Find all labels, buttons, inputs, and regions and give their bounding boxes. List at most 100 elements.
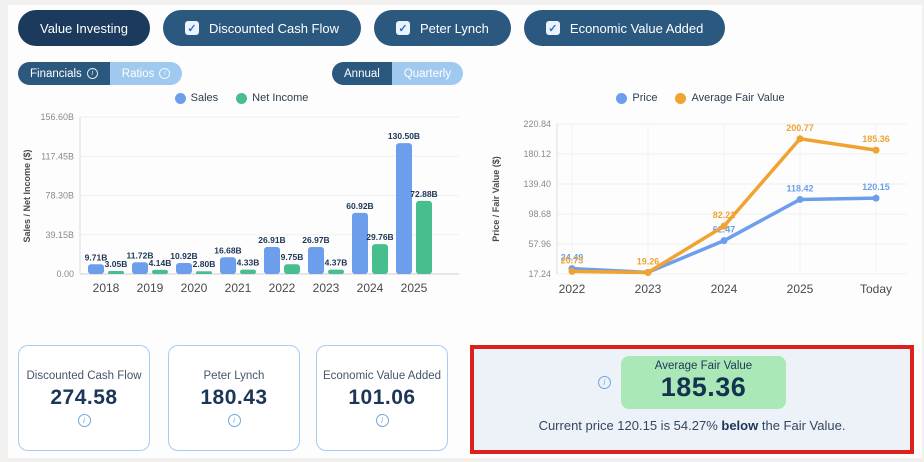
svg-text:29.76B: 29.76B xyxy=(366,232,393,242)
svg-text:9.75B: 9.75B xyxy=(281,252,304,262)
net-income-legend-dot-icon xyxy=(236,92,248,104)
svg-text:17.24: 17.24 xyxy=(528,269,551,279)
eva-card-value: 101.06 xyxy=(348,385,416,409)
dcf-card[interactable]: Discounted Cash Flow 274.58 xyxy=(18,345,150,451)
svg-text:39.15B: 39.15B xyxy=(45,230,74,240)
svg-text:98.68: 98.68 xyxy=(528,209,551,219)
info-icon[interactable] xyxy=(597,376,611,389)
svg-text:20.73: 20.73 xyxy=(561,255,584,265)
sales-legend-label: Sales xyxy=(190,92,219,104)
value-investing-button[interactable]: Value Investing xyxy=(18,10,150,46)
checkbox-checked-icon[interactable] xyxy=(396,21,410,35)
svg-text:16.68B: 16.68B xyxy=(214,245,241,255)
dcf-card-title: Discounted Cash Flow xyxy=(26,369,142,382)
economic-value-added-label: Economic Value Added xyxy=(569,20,704,36)
info-icon[interactable] xyxy=(375,413,389,427)
summary-prefix: Current price 120.15 is 54.27% xyxy=(538,418,722,433)
svg-text:180.12: 180.12 xyxy=(523,149,551,159)
fair-value-box: Average Fair Value 185.36 xyxy=(620,356,787,409)
sales-net-income-chart[interactable]: Sales Net Income 0.00 39.15B 78.30B 117.45B… xyxy=(18,90,465,313)
peter-lynch-card[interactable]: Peter Lynch 180.43 xyxy=(168,345,300,451)
annual-quarterly-toggle: Annual Quarterly xyxy=(332,62,464,85)
svg-text:72.88B: 72.88B xyxy=(410,189,437,199)
svg-text:2023: 2023 xyxy=(313,281,340,295)
svg-text:2025: 2025 xyxy=(787,282,814,296)
svg-text:2024: 2024 xyxy=(711,282,738,296)
svg-text:2022: 2022 xyxy=(269,281,296,295)
peter-lynch-card-value: 180.43 xyxy=(200,385,268,409)
fair-value-summary: Current price 120.15 is 54.27% below the… xyxy=(539,418,846,433)
svg-text:60.92B: 60.92B xyxy=(346,201,373,211)
price-fair-value-chart[interactable]: Price Average Fair Value 17.24 57.96 98.68… xyxy=(487,90,914,313)
info-icon[interactable] xyxy=(227,413,241,427)
svg-text:26.91B: 26.91B xyxy=(258,235,285,245)
average-fair-value-panel: Average Fair Value 185.36 Current price … xyxy=(470,345,914,454)
sales-legend-dot-icon xyxy=(174,92,186,104)
peter-lynch-button[interactable]: Peter Lynch xyxy=(374,10,511,46)
summary-bold: below xyxy=(721,418,759,433)
svg-text:120.15: 120.15 xyxy=(862,182,890,192)
svg-text:2018: 2018 xyxy=(93,281,120,295)
toggle-ratios[interactable]: Ratios xyxy=(109,62,183,85)
avg-fair-value-legend-label: Average Fair Value xyxy=(691,92,785,104)
legend-item-price: Price xyxy=(616,92,657,104)
checkbox-checked-icon[interactable] xyxy=(545,21,560,35)
svg-text:4.14B: 4.14B xyxy=(149,258,172,268)
svg-text:62.47: 62.47 xyxy=(713,225,736,235)
quarterly-label: Quarterly xyxy=(403,67,452,80)
toggle-quarterly[interactable]: Quarterly xyxy=(391,62,464,85)
bar-chart-plot[interactable]: 0.00 39.15B 78.30B 117.45B 156.60B Sales / Ne… xyxy=(18,106,465,308)
summary-suffix: the Fair Value. xyxy=(758,418,846,433)
annual-label: Annual xyxy=(344,67,380,80)
net-income-legend-label: Net Income xyxy=(252,92,309,104)
fair-value-highlight: Average Fair Value 185.36 xyxy=(597,356,787,409)
svg-text:220.84: 220.84 xyxy=(523,119,551,129)
toggle-annual[interactable]: Annual xyxy=(332,62,392,85)
info-icon[interactable] xyxy=(86,68,98,79)
legend-item-net-income: Net Income xyxy=(236,92,308,104)
svg-text:185.36: 185.36 xyxy=(862,134,890,144)
svg-text:2.80B: 2.80B xyxy=(193,259,216,269)
discounted-cash-flow-button[interactable]: Discounted Cash Flow xyxy=(162,10,361,46)
fair-value-amount: 185.36 xyxy=(660,372,747,402)
price-legend-label: Price xyxy=(632,92,658,104)
fair-value-label: Average Fair Value xyxy=(654,360,753,372)
price-legend-dot-icon xyxy=(616,92,628,104)
line-chart-legend: Price Average Fair Value xyxy=(487,90,914,106)
svg-text:3.05B: 3.05B xyxy=(105,259,128,269)
legend-item-average-fair-value: Average Fair Value xyxy=(675,92,785,104)
svg-text:Sales / Net Income ($): Sales / Net Income ($) xyxy=(22,149,32,242)
svg-text:139.40: 139.40 xyxy=(523,179,551,189)
toggle-financials[interactable]: Financials xyxy=(18,62,110,85)
svg-text:11.72B: 11.72B xyxy=(127,250,154,260)
svg-text:26.97B: 26.97B xyxy=(302,235,329,245)
svg-text:19.26: 19.26 xyxy=(637,257,660,267)
svg-text:0.00: 0.00 xyxy=(56,269,74,279)
svg-text:130.50B: 130.50B xyxy=(388,131,420,141)
peter-lynch-label: Peter Lynch xyxy=(420,20,489,36)
valuation-model-toolbar: Value Investing Discounted Cash Flow Pet… xyxy=(18,10,726,46)
svg-text:117.45B: 117.45B xyxy=(41,151,74,161)
svg-text:4.37B: 4.37B xyxy=(325,258,348,268)
economic-value-added-button[interactable]: Economic Value Added xyxy=(523,10,726,46)
eva-card[interactable]: Economic Value Added 101.06 xyxy=(316,345,448,451)
svg-text:24.49: 24.49 xyxy=(561,253,584,263)
peter-lynch-card-title: Peter Lynch xyxy=(203,369,265,382)
info-icon[interactable] xyxy=(77,413,91,427)
svg-text:2023: 2023 xyxy=(635,282,662,296)
svg-text:156.60B: 156.60B xyxy=(40,112,74,122)
info-icon[interactable] xyxy=(159,68,171,79)
svg-text:78.30B: 78.30B xyxy=(45,191,74,201)
svg-text:Today: Today xyxy=(860,282,892,296)
ratios-label: Ratios xyxy=(121,67,155,80)
svg-text:2024: 2024 xyxy=(357,281,384,295)
line-chart-plot[interactable]: 17.24 57.96 98.68 139.40 180.12 220.84 Price /… xyxy=(487,106,914,308)
svg-text:118.42: 118.42 xyxy=(786,183,813,193)
svg-text:10.92B: 10.92B xyxy=(170,251,197,261)
financials-ratios-toggle: Financials Ratios xyxy=(18,62,183,85)
financials-label: Financials xyxy=(30,67,82,80)
checkbox-checked-icon[interactable] xyxy=(184,21,199,35)
svg-text:4.33B: 4.33B xyxy=(237,258,260,268)
svg-text:57.96: 57.96 xyxy=(528,239,551,249)
bar-chart-legend: Sales Net Income xyxy=(18,90,465,106)
